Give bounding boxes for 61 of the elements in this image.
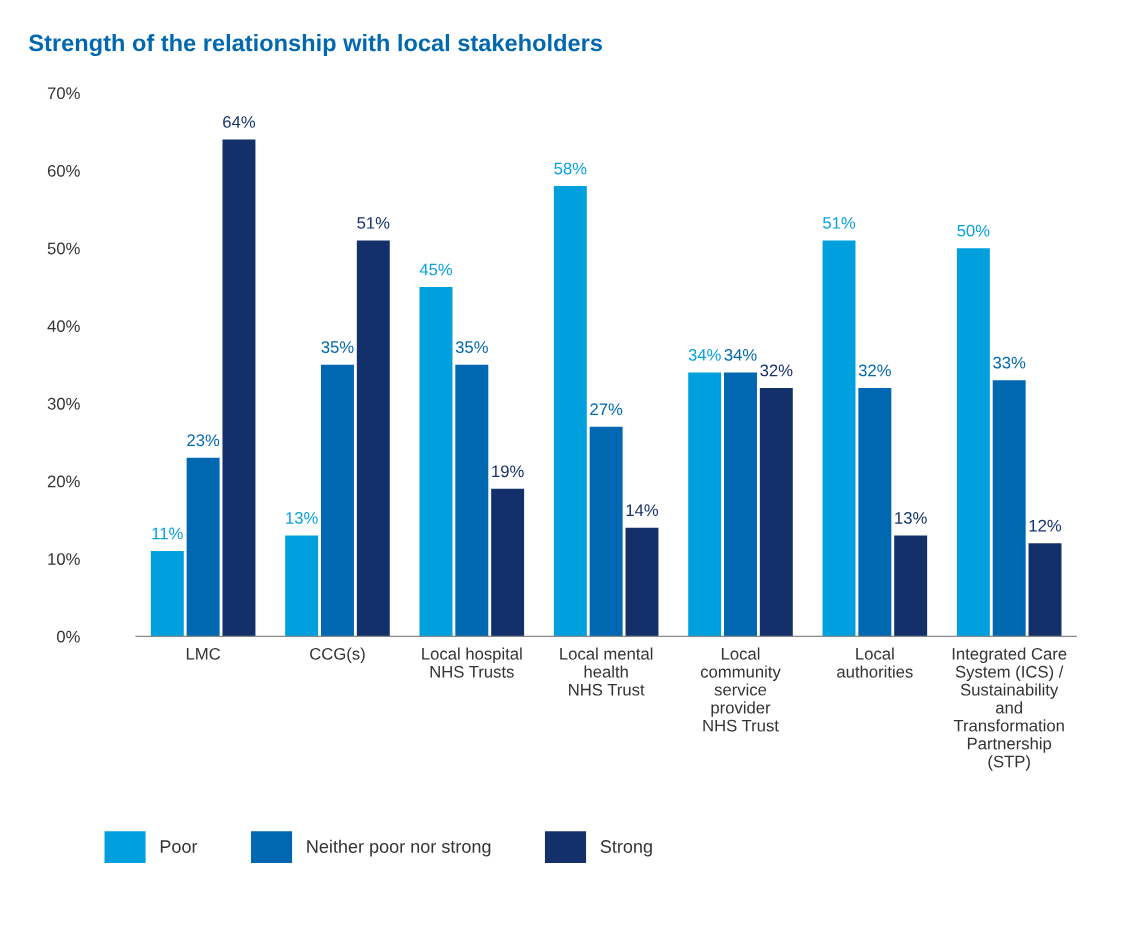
x-tick-label: Local community service provider NHS Trust bbox=[700, 647, 781, 732]
bar bbox=[455, 364, 489, 637]
x-tick-label: Local authorities bbox=[837, 647, 913, 678]
x-tick-label: LMC bbox=[186, 647, 221, 660]
data-label: 23% bbox=[187, 434, 220, 447]
y-tick-label: 10% bbox=[48, 553, 80, 565]
chart-title: Strength of the relationship with local stakeholders bbox=[29, 33, 602, 57]
x-tick-label: CCG(s) bbox=[310, 647, 365, 663]
data-label: 13% bbox=[286, 512, 318, 524]
data-label: 58% bbox=[554, 162, 587, 175]
bar bbox=[724, 372, 757, 637]
legend-label: Neither poor nor strong bbox=[307, 839, 491, 857]
data-label: 33% bbox=[993, 356, 1026, 369]
bar bbox=[688, 372, 722, 637]
data-label: 32% bbox=[858, 364, 891, 377]
bar bbox=[589, 426, 623, 637]
bar bbox=[625, 527, 659, 637]
bar bbox=[992, 380, 1026, 637]
y-tick-label: 40% bbox=[47, 320, 80, 333]
bar bbox=[858, 387, 892, 637]
y-tick-label: 70% bbox=[47, 87, 80, 100]
legend-label: Poor bbox=[160, 840, 198, 853]
data-label: 32% bbox=[760, 364, 793, 377]
y-tick-label: 60% bbox=[47, 164, 80, 177]
data-label: 13% bbox=[895, 512, 927, 524]
bar bbox=[186, 457, 220, 637]
x-tick-label: Local mental health NHS Trust bbox=[560, 647, 653, 696]
data-label: 11% bbox=[152, 527, 183, 540]
data-label: 34% bbox=[688, 348, 721, 361]
data-label: 19% bbox=[492, 465, 524, 478]
y-tick-label: 0% bbox=[56, 630, 80, 643]
data-label: 35% bbox=[321, 341, 354, 353]
data-label: 50% bbox=[957, 224, 990, 237]
data-label: 12% bbox=[1029, 519, 1062, 532]
x-tick-label: Integrated Care System (ICS) / Sustainability and Transformation Partnership (STP) bbox=[952, 647, 1067, 771]
bar bbox=[320, 364, 354, 637]
bar bbox=[356, 240, 390, 637]
data-label: 45% bbox=[419, 263, 453, 276]
data-label: 34% bbox=[724, 348, 757, 361]
y-tick-label: 30% bbox=[47, 397, 80, 410]
bar bbox=[222, 139, 256, 637]
data-label: 51% bbox=[357, 217, 390, 229]
legend-label: Strong bbox=[600, 840, 652, 857]
bar bbox=[822, 240, 856, 637]
bar bbox=[150, 550, 184, 637]
bar bbox=[285, 535, 319, 637]
data-label: 35% bbox=[455, 341, 488, 353]
data-label: 14% bbox=[626, 504, 659, 516]
data-label: 64% bbox=[223, 116, 256, 128]
y-tick-label: 20% bbox=[47, 475, 80, 488]
bar bbox=[894, 535, 928, 637]
data-label: 27% bbox=[590, 403, 623, 416]
bar bbox=[1028, 543, 1062, 637]
bar bbox=[553, 186, 587, 637]
bar bbox=[419, 286, 453, 637]
bar bbox=[759, 387, 793, 637]
bar bbox=[956, 248, 990, 637]
y-tick-label: 50% bbox=[47, 242, 80, 255]
data-label: 51% bbox=[823, 217, 856, 229]
x-tick-label: Local hospital NHS Trusts bbox=[422, 647, 522, 678]
bar bbox=[491, 488, 525, 637]
